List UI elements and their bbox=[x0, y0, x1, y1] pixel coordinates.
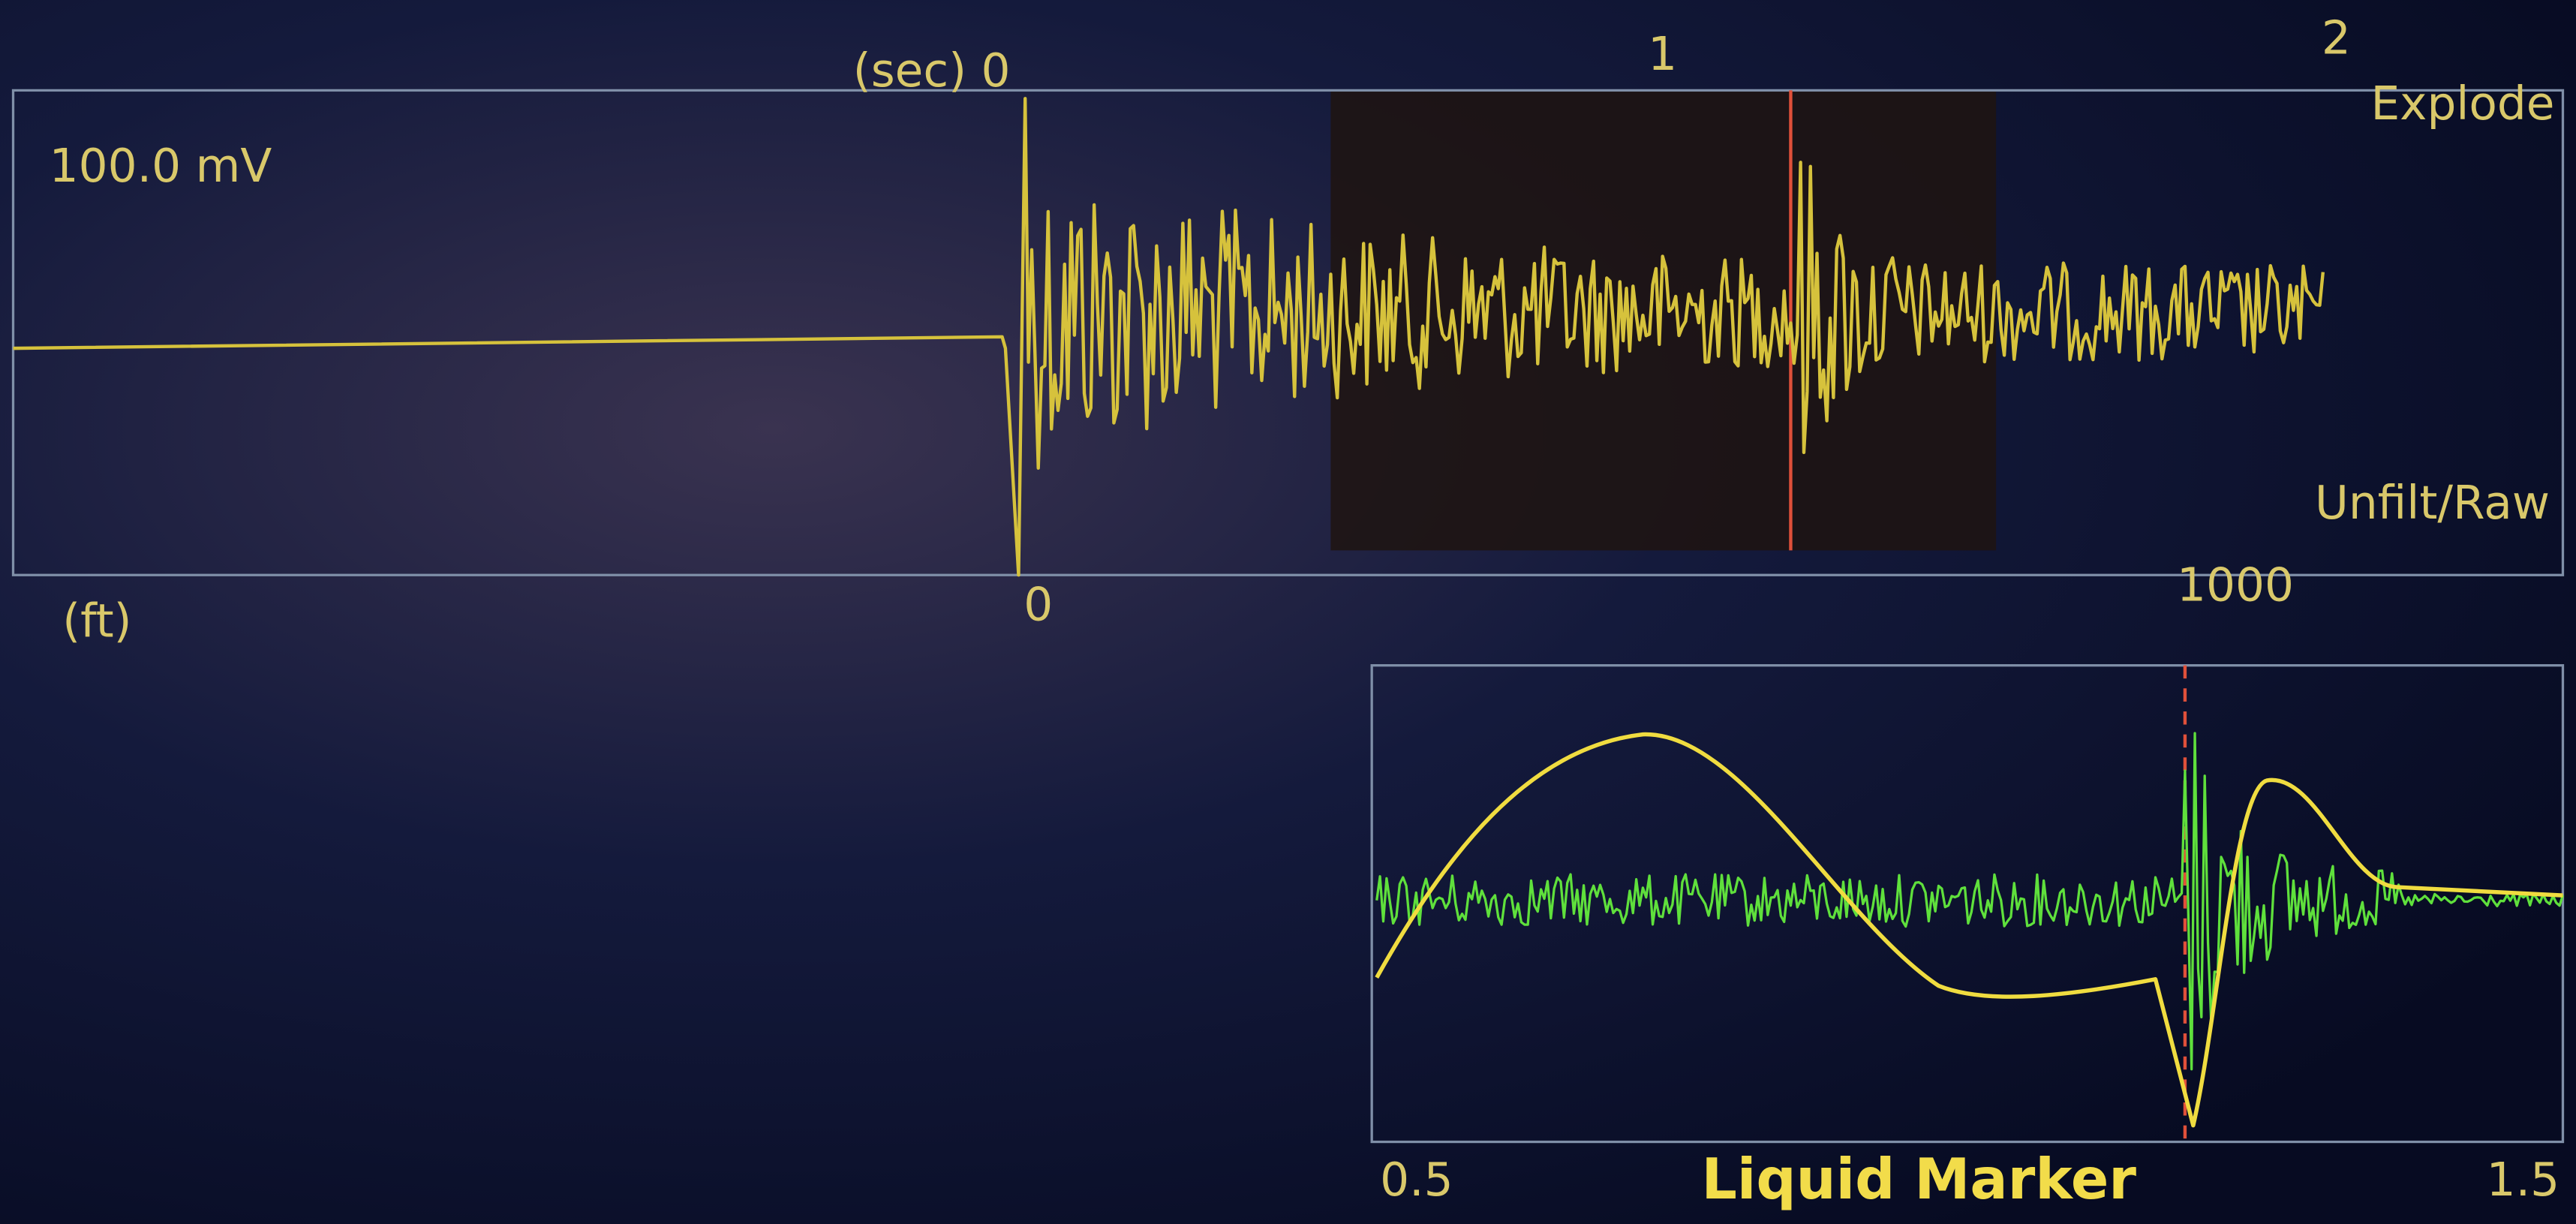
scale-label: 100.0 mV bbox=[50, 140, 272, 193]
time-axis-label: (sec) 0 bbox=[853, 44, 1011, 98]
filtered-trace bbox=[1375, 732, 2565, 1071]
highlight-window bbox=[1330, 90, 1997, 551]
time-tick: 1 bbox=[1648, 28, 1677, 81]
upper-panel bbox=[11, 89, 2565, 576]
liquid-envelope bbox=[1375, 732, 2563, 1128]
lower-panel bbox=[1370, 664, 2565, 1144]
filter-label: Unfilt/Raw bbox=[2315, 477, 2550, 530]
raw-trace bbox=[13, 97, 2325, 577]
depth-start: 0 bbox=[1023, 579, 1053, 632]
lower-x-end: 1.5 bbox=[2487, 1153, 2559, 1207]
lower-x-start: 0.5 bbox=[1380, 1153, 1453, 1207]
time-tick: 2 bbox=[2322, 11, 2351, 65]
mode-label: Explode bbox=[2370, 77, 2554, 131]
traces bbox=[13, 97, 2565, 1128]
depth-end: 1000 bbox=[2177, 558, 2294, 612]
depth-unit: (ft) bbox=[62, 595, 131, 648]
lower-title: Liquid Marker bbox=[1701, 1147, 2136, 1212]
